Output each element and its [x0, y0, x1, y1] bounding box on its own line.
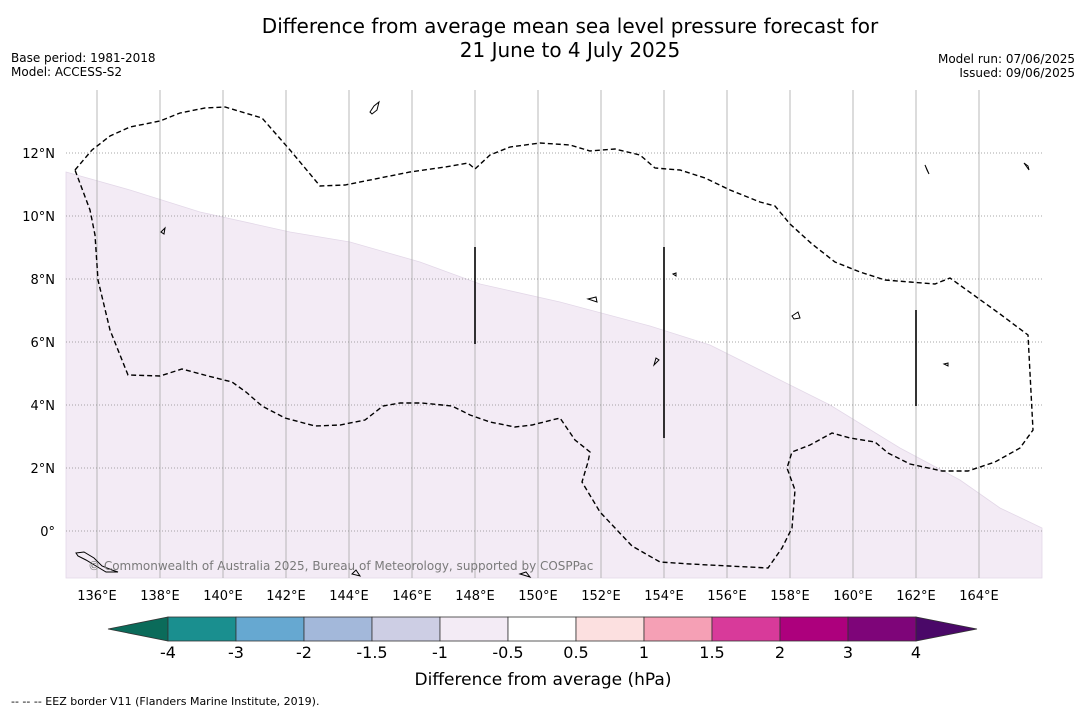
meta-left: Base period: 1981-2018 Model: ACCESS-S2: [11, 51, 156, 79]
colorbar-tick-label: -2: [296, 643, 312, 662]
title-line-1: Difference from average mean sea level p…: [261, 14, 879, 38]
lon-tick-label: 142°E: [266, 589, 306, 604]
title-line-2: 21 June to 4 July 2025: [459, 38, 681, 62]
colorbar-tick-label: 4: [911, 643, 921, 662]
island-chuuk: [586, 296, 598, 303]
colorbar-tick-label: -3: [228, 643, 244, 662]
lon-tick-label: 136°E: [77, 589, 117, 604]
island-small-2: [652, 357, 660, 367]
colorbar-segment: [643, 616, 713, 642]
lat-tick-label: 10°N: [22, 210, 55, 225]
island-kosrae: [942, 362, 949, 367]
island-small-south: [518, 571, 532, 578]
lon-tick-label: 146°E: [392, 589, 432, 604]
colorbar-over-arrow: [915, 616, 978, 642]
island-small-1: [671, 272, 677, 277]
colorbar-tick-label: 3: [843, 643, 853, 662]
lon-tick-label: 158°E: [770, 589, 810, 604]
lon-tick-label: 154°E: [644, 589, 684, 604]
lat-tick-label: 6°N: [31, 336, 56, 351]
lon-tick-label: 148°E: [455, 589, 495, 604]
island-guam: [369, 100, 380, 115]
lon-tick-label: 162°E: [896, 589, 936, 604]
lon-tick-label: 144°E: [329, 589, 369, 604]
colorbar-tick-label: 1.5: [699, 643, 724, 662]
lon-tick-label: 150°E: [518, 589, 558, 604]
lat-tick-label: 0°: [40, 525, 55, 540]
colorbar-segment: [507, 616, 577, 642]
boundary-lines: [474, 247, 917, 438]
colorbar-segment: [303, 616, 373, 642]
island-yap: [160, 226, 166, 235]
colorbar-under-arrow: [107, 616, 169, 642]
base-period: Base period: 1981-2018: [11, 51, 156, 65]
lat-tick-label: 8°N: [31, 273, 56, 288]
island-small-3: [1023, 162, 1030, 171]
colorbar-segment: [371, 616, 441, 642]
island-small-4: [924, 164, 930, 175]
lat-tick-label: 4°N: [31, 399, 56, 414]
colorbar-segment: [779, 616, 849, 642]
colorbar-tick-label: -1: [432, 643, 448, 662]
colorbar-tick-label: -4: [160, 643, 176, 662]
map-area: © Commonwealth of Australia 2025, Bureau…: [65, 90, 1043, 579]
shaded-region: [65, 171, 1043, 579]
colorbar: -4 -3 -2 -1.5 -1 -0.5 0.5 1 1.5 2 3 4: [107, 616, 978, 662]
colorbar-tick-label: 2: [775, 643, 785, 662]
copyright-text: © Commonwealth of Australia 2025, Bureau…: [88, 559, 593, 573]
meta-right: Model run: 07/06/2025 Issued: 09/06/2025: [938, 52, 1075, 80]
colorbar-label: Difference from average (hPa): [415, 670, 672, 690]
longitude-labels: 136°E 138°E 140°E 142°E 144°E 146°E 148°E 150°E…: [77, 589, 999, 604]
model-run: Model run: 07/06/2025: [937, 52, 1075, 66]
colorbar-segment: [711, 616, 781, 642]
island-png-coast: [75, 551, 119, 573]
eez-boundary: [74, 106, 1034, 569]
colorbar-segment: [575, 616, 645, 642]
colorbar-segment: [847, 616, 917, 642]
lon-tick-label: 156°E: [707, 589, 747, 604]
island-small-south-2: [351, 569, 362, 577]
latitude-labels: 12°N 10°N 8°N 6°N 4°N 2°N 0°: [22, 147, 55, 540]
lon-tick-label: 164°E: [959, 589, 999, 604]
lon-tick-label: 152°E: [581, 589, 621, 604]
lat-tick-label: 2°N: [31, 462, 56, 477]
island-pohnpei: [791, 311, 801, 320]
colorbar-tick-label: -1.5: [356, 643, 387, 662]
colorbar-tick-label: 0.5: [563, 643, 588, 662]
lon-tick-label: 140°E: [203, 589, 243, 604]
map-title: Difference from average mean sea level p…: [0, 14, 1085, 62]
lon-tick-label: 138°E: [140, 589, 180, 604]
model-name: Model: ACCESS-S2: [11, 65, 123, 79]
colorbar-tick-label: -0.5: [492, 643, 523, 662]
colorbar-segment: [439, 616, 509, 642]
colorbar-tick-label: 1: [639, 643, 649, 662]
islands: [75, 100, 1030, 578]
lon-tick-label: 160°E: [833, 589, 873, 604]
issued-date: Issued: 09/06/2025: [959, 66, 1075, 80]
lat-tick-label: 12°N: [22, 147, 55, 162]
colorbar-segment: [167, 616, 237, 642]
eez-legend-note: -- -- -- EEZ border V11 (Flanders Marine…: [11, 695, 320, 708]
colorbar-segment: [235, 616, 305, 642]
